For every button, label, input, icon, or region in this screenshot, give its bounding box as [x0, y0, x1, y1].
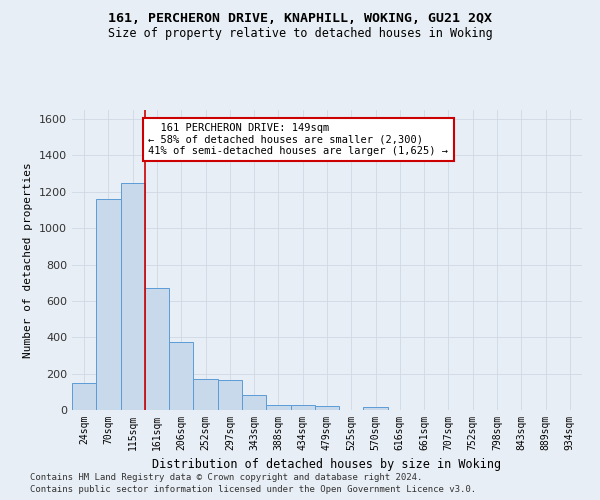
Bar — [96, 199, 121, 410]
Bar — [315, 406, 339, 410]
Bar — [145, 288, 169, 410]
Bar — [121, 182, 145, 410]
Bar — [218, 380, 242, 410]
Text: Contains public sector information licensed under the Open Government Licence v3: Contains public sector information licen… — [30, 485, 476, 494]
Bar — [266, 404, 290, 410]
Bar — [72, 382, 96, 410]
Bar — [290, 406, 315, 410]
Bar — [193, 379, 218, 410]
Bar — [169, 342, 193, 410]
Bar — [242, 396, 266, 410]
Text: 161 PERCHERON DRIVE: 149sqm
← 58% of detached houses are smaller (2,300)
41% of : 161 PERCHERON DRIVE: 149sqm ← 58% of det… — [149, 122, 449, 156]
Text: 161, PERCHERON DRIVE, KNAPHILL, WOKING, GU21 2QX: 161, PERCHERON DRIVE, KNAPHILL, WOKING, … — [108, 12, 492, 26]
Text: Contains HM Land Registry data © Crown copyright and database right 2024.: Contains HM Land Registry data © Crown c… — [30, 472, 422, 482]
X-axis label: Distribution of detached houses by size in Woking: Distribution of detached houses by size … — [152, 458, 502, 471]
Bar — [364, 408, 388, 410]
Text: Size of property relative to detached houses in Woking: Size of property relative to detached ho… — [107, 28, 493, 40]
Y-axis label: Number of detached properties: Number of detached properties — [23, 162, 34, 358]
